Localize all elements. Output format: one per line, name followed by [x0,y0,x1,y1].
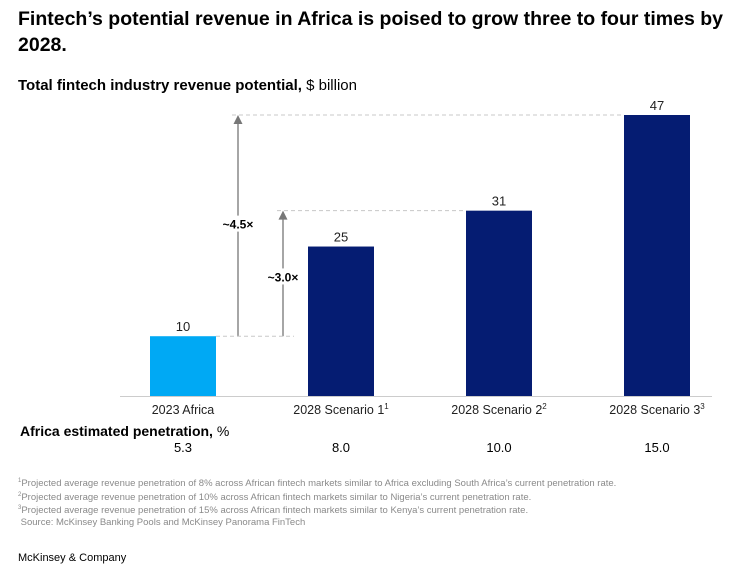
footnote-marker: 1 [384,402,389,411]
chart-subtitle: Total fintech industry revenue potential… [18,77,357,94]
data-label: 25 [334,230,348,245]
data-label: 10 [176,319,190,334]
data-label: 31 [492,194,506,209]
penetration-value: 10.0 [486,440,512,455]
penetration-value: 15.0 [644,440,670,455]
arrow-head-icon [278,210,288,220]
x-tick-label: 2028 Scenario 11 [293,402,389,417]
penetration-label-unit: % [216,423,230,439]
footnote: 1Projected average revenue penetration o… [18,478,617,490]
footnotes: 1Projected average revenue penetration o… [18,476,616,528]
footnote-marker: 2 [542,402,547,411]
penetration-label-bold: Africa estimated penetration, [20,423,213,439]
multiplier-label: ~3.0× [268,270,299,284]
x-tick-label: 2028 Scenario 33 [609,402,705,417]
multiplier-label: ~4.5× [223,218,254,232]
footnote-marker: 3 [700,402,705,411]
footnote: 2Projected average revenue penetration o… [18,491,532,503]
data-label: 47 [650,98,664,113]
x-tick-label: 2028 Scenario 22 [451,402,547,417]
brand-logo: McKinsey & Company [18,552,127,564]
arrow-head-icon [233,115,243,124]
subtitle-bold: Total fintech industry revenue potential… [18,77,302,94]
penetration-value: 5.3 [173,440,193,455]
source-note: Source: McKinsey Banking Pools and McKin… [20,516,306,528]
bar-2028-scenario-2 [466,210,532,396]
subtitle-unit: $ billion [306,77,357,94]
chart-title: Fintech’s potential revenue in Africa is… [18,8,723,56]
bar-2028-scenario-3 [624,115,690,396]
x-tick-label: 2023 Africa [152,403,215,417]
footnote: 3Projected average revenue penetration o… [18,505,529,517]
penetration-label: Africa estimated penetration, % [20,421,229,441]
penetration-value: 8.0 [331,440,351,455]
label-background [263,268,303,285]
label-background [218,215,258,232]
bar-2023-africa [150,336,216,396]
bar-2028-scenario-1 [308,246,374,396]
